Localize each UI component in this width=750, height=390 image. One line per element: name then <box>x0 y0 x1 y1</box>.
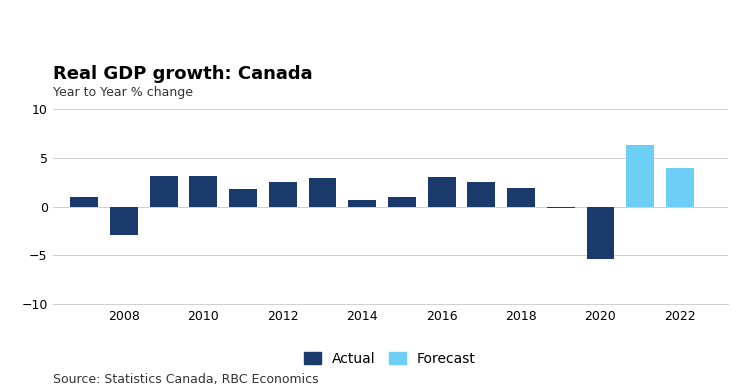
Bar <box>70 197 98 207</box>
Bar <box>110 207 138 235</box>
Bar <box>348 200 376 207</box>
Bar <box>150 176 178 207</box>
Bar <box>586 207 614 259</box>
Bar <box>308 178 337 207</box>
Bar <box>507 188 535 207</box>
Text: Source: Statistics Canada, RBC Economics: Source: Statistics Canada, RBC Economics <box>53 373 318 386</box>
Text: Real GDP growth: Canada: Real GDP growth: Canada <box>53 65 312 83</box>
Bar <box>230 189 257 207</box>
Text: Year to Year % change: Year to Year % change <box>53 87 193 99</box>
Bar <box>427 177 455 207</box>
Legend: Actual, Forecast: Actual, Forecast <box>298 346 482 371</box>
Bar <box>626 145 654 207</box>
Bar <box>467 183 495 207</box>
Bar <box>388 197 416 207</box>
Bar <box>190 176 217 207</box>
Bar <box>666 168 694 207</box>
Bar <box>269 183 297 207</box>
